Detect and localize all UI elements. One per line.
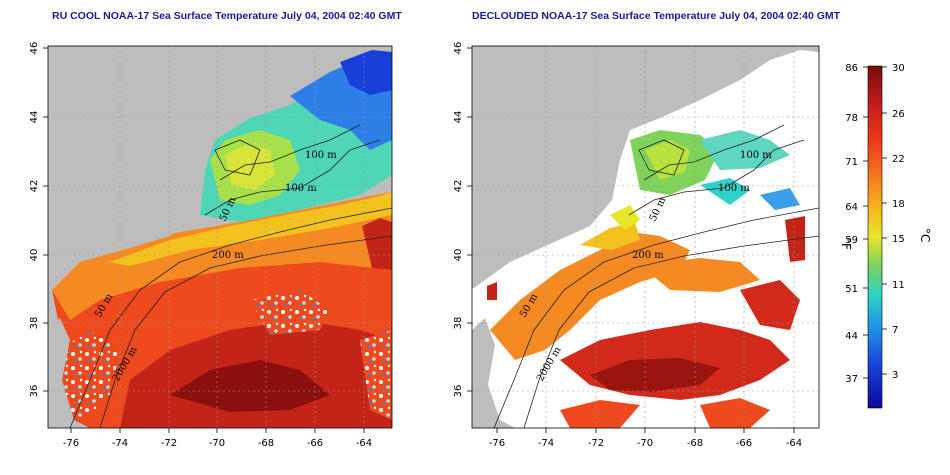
colorbar-celsius-tick: 11 bbox=[892, 280, 905, 291]
colorbar-celsius-tick: 22 bbox=[892, 154, 905, 165]
left-lon-tick: -70 bbox=[209, 438, 225, 449]
right-lat-labels: 36 38 40 42 44 46 bbox=[453, 42, 464, 398]
right-bathymetry-contours bbox=[493, 124, 819, 428]
left-lat-tick: 46 bbox=[29, 42, 40, 55]
colorbar-celsius-tick: 7 bbox=[892, 325, 898, 336]
colorbar-fahrenheit-tick: 37 bbox=[845, 374, 858, 385]
colorbar-fahrenheit-tick: 51 bbox=[845, 284, 858, 295]
right-lat-tick: 40 bbox=[453, 249, 464, 262]
right-lon-tick: -74 bbox=[538, 438, 554, 449]
colorbar-celsius-tick: 26 bbox=[892, 109, 905, 120]
left-bathymetry-contours bbox=[69, 124, 392, 428]
colorbar-fahrenheit-tick: 78 bbox=[845, 113, 858, 124]
left-lat-labels: 36 38 40 42 44 46 bbox=[29, 42, 40, 398]
colorbar-fahrenheit-tick: 59 bbox=[845, 235, 858, 246]
right-map-title: DECLOUDED NOAA-17 Sea Surface Temperatur… bbox=[472, 10, 841, 22]
right-gridlines bbox=[472, 46, 819, 428]
colorbar-fahrenheit-tick: 86 bbox=[845, 63, 858, 74]
right-lat-tick: 44 bbox=[453, 111, 464, 124]
colorbar-celsius-tick: 3 bbox=[892, 370, 898, 381]
right-lat-tick: 38 bbox=[453, 317, 464, 330]
left-contour-label-100m-north: 100 m bbox=[305, 150, 337, 161]
colorbar-fahrenheit-tick: 44 bbox=[845, 331, 858, 342]
left-map: 100 m 100 m 50 m 200 m 50 m 2000 m bbox=[48, 46, 392, 428]
left-lon-tick: -76 bbox=[63, 438, 79, 449]
left-gridlines bbox=[48, 46, 392, 428]
left-contour-label-100m-south: 100 m bbox=[285, 183, 317, 194]
left-lon-tick: -68 bbox=[258, 438, 274, 449]
right-lon-tick: -64 bbox=[786, 438, 802, 449]
right-lat-tick: 42 bbox=[453, 180, 464, 193]
right-lon-tick: -70 bbox=[637, 438, 653, 449]
colorbar-celsius-tick: 30 bbox=[892, 63, 905, 74]
right-contour-label-100m-north: 100 m bbox=[740, 150, 772, 161]
left-lon-tick: -74 bbox=[112, 438, 128, 449]
right-contour-label-100m-south: 100 m bbox=[718, 183, 750, 194]
right-lat-tick: 36 bbox=[453, 385, 464, 398]
left-lat-tick: 38 bbox=[29, 317, 40, 330]
right-lat-tick: 46 bbox=[453, 42, 464, 55]
left-lon-tick: -72 bbox=[161, 438, 177, 449]
colorbar-fahrenheit-tick: 64 bbox=[845, 202, 858, 213]
right-lon-tick: -76 bbox=[489, 438, 505, 449]
right-contour-label-200m: 200 m bbox=[632, 250, 664, 261]
colorbar-fahrenheit-tick: 71 bbox=[845, 157, 858, 168]
right-lon-tick: -72 bbox=[588, 438, 604, 449]
left-axis-ticks bbox=[43, 47, 365, 433]
colorbar-fahrenheit-unit: °F bbox=[839, 237, 853, 250]
left-map-title: RU COOL NOAA-17 Sea Surface Temperature … bbox=[52, 10, 402, 22]
colorbar-gradient bbox=[867, 65, 883, 409]
colorbar-celsius-tick: 18 bbox=[892, 199, 905, 210]
left-lat-tick: 42 bbox=[29, 180, 40, 193]
left-lat-tick: 44 bbox=[29, 111, 40, 124]
right-map-frame bbox=[471, 45, 820, 429]
right-lon-tick: -66 bbox=[736, 438, 752, 449]
right-axis-ticks bbox=[467, 47, 795, 433]
right-map: 100 m 100 m 50 m 200 m 50 m 2000 m bbox=[472, 46, 819, 428]
colorbar-celsius-unit: °C bbox=[918, 228, 932, 242]
left-lon-labels: -76 -74 -72 -70 -68 -66 -64 bbox=[63, 438, 372, 449]
left-lat-tick: 36 bbox=[29, 385, 40, 398]
left-contour-label-200m: 200 m bbox=[212, 250, 244, 261]
left-lat-tick: 40 bbox=[29, 249, 40, 262]
left-lon-tick: -64 bbox=[356, 438, 372, 449]
temperature-colorbar: 86 78 71 64 59 51 44 37 30 26 22 18 15 1… bbox=[839, 63, 932, 409]
colorbar-celsius-tick: 15 bbox=[892, 234, 905, 245]
right-lon-labels: -76 -74 -72 -70 -68 -66 -64 bbox=[489, 438, 802, 449]
right-lon-tick: -68 bbox=[687, 438, 703, 449]
left-map-frame bbox=[47, 45, 393, 429]
left-lon-tick: -66 bbox=[307, 438, 323, 449]
right-land bbox=[472, 46, 819, 288]
